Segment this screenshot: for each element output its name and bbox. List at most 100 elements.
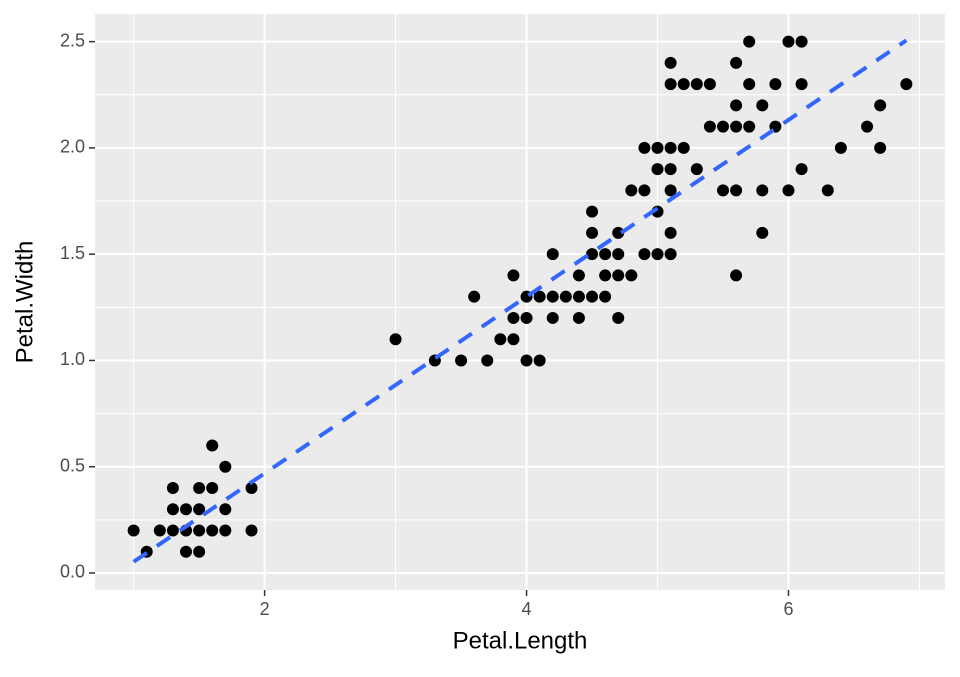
point	[664, 141, 677, 154]
point	[743, 78, 756, 91]
point	[245, 481, 258, 494]
point	[664, 78, 677, 91]
point	[795, 35, 808, 48]
point	[900, 78, 913, 91]
point	[546, 290, 559, 303]
point	[166, 524, 179, 537]
point	[455, 354, 468, 367]
point	[193, 503, 206, 516]
point	[795, 78, 808, 91]
point	[572, 311, 585, 324]
point	[193, 524, 206, 537]
point	[546, 248, 559, 261]
point	[586, 226, 599, 239]
point	[507, 311, 520, 324]
point	[703, 78, 716, 91]
point	[389, 333, 402, 346]
y-tick-label: 0.0	[60, 562, 85, 582]
point	[468, 290, 481, 303]
point	[638, 248, 651, 261]
point	[166, 481, 179, 494]
point	[730, 269, 743, 282]
point	[730, 184, 743, 197]
point	[717, 184, 730, 197]
point	[219, 524, 232, 537]
point	[599, 290, 612, 303]
point	[756, 99, 769, 112]
point	[664, 56, 677, 69]
point	[756, 226, 769, 239]
point	[180, 503, 193, 516]
point	[677, 141, 690, 154]
point	[245, 524, 258, 537]
y-tick-label: 2.0	[60, 137, 85, 157]
point	[153, 524, 166, 537]
point	[651, 248, 664, 261]
point	[664, 226, 677, 239]
point	[743, 35, 756, 48]
point	[874, 141, 887, 154]
point	[193, 481, 206, 494]
point	[782, 184, 795, 197]
y-tick-label: 1.0	[60, 349, 85, 369]
point	[664, 248, 677, 261]
y-tick-label: 1.5	[60, 243, 85, 263]
point	[219, 503, 232, 516]
point	[599, 248, 612, 261]
point	[651, 141, 664, 154]
point	[572, 269, 585, 282]
point	[572, 290, 585, 303]
point	[795, 163, 808, 176]
point	[664, 163, 677, 176]
point	[127, 524, 140, 537]
point	[612, 311, 625, 324]
point	[717, 120, 730, 133]
fit-line	[132, 38, 908, 564]
point	[612, 269, 625, 282]
point	[507, 269, 520, 282]
point	[638, 184, 651, 197]
point	[546, 311, 559, 324]
point	[664, 184, 677, 197]
point	[730, 120, 743, 133]
x-axis-title: Petal.Length	[453, 627, 588, 654]
point	[533, 354, 546, 367]
point	[730, 56, 743, 69]
point	[756, 184, 769, 197]
point	[193, 545, 206, 558]
y-axis-title: Petal.Width	[11, 241, 38, 364]
point	[520, 354, 533, 367]
point	[533, 290, 546, 303]
point	[690, 163, 703, 176]
point	[507, 333, 520, 346]
point	[206, 481, 219, 494]
point	[703, 120, 716, 133]
point	[586, 248, 599, 261]
point	[206, 524, 219, 537]
point	[861, 120, 874, 133]
point	[520, 311, 533, 324]
point	[730, 99, 743, 112]
y-tick-label: 2.5	[60, 30, 85, 50]
x-tick-label: 4	[522, 599, 532, 619]
point	[599, 269, 612, 282]
point	[638, 141, 651, 154]
point	[625, 269, 638, 282]
point	[743, 120, 756, 133]
point	[651, 163, 664, 176]
point	[219, 460, 232, 473]
y-tick-label: 0.5	[60, 455, 85, 475]
point	[821, 184, 834, 197]
point	[677, 78, 690, 91]
point	[782, 35, 795, 48]
point	[612, 248, 625, 261]
point	[769, 78, 782, 91]
x-tick-label: 2	[260, 599, 270, 619]
point	[481, 354, 494, 367]
point	[612, 226, 625, 239]
point	[166, 503, 179, 516]
point	[586, 205, 599, 218]
x-tick-label: 6	[783, 599, 793, 619]
point	[586, 290, 599, 303]
point	[180, 545, 193, 558]
